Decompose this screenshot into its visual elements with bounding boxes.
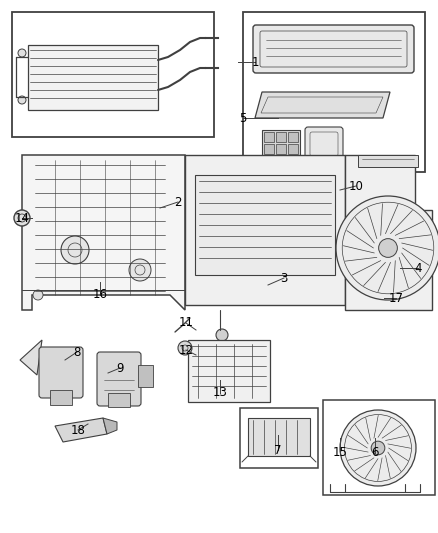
Circle shape [18, 96, 26, 104]
Polygon shape [255, 92, 390, 118]
Bar [264, 132, 274, 142]
FancyBboxPatch shape [39, 347, 83, 398]
Bar [276, 132, 286, 142]
Polygon shape [345, 155, 432, 310]
Circle shape [33, 290, 43, 300]
Circle shape [129, 259, 151, 281]
Text: 7: 7 [274, 443, 282, 456]
Circle shape [61, 236, 89, 264]
Text: 17: 17 [389, 292, 403, 304]
Text: 11: 11 [179, 317, 194, 329]
Bar [323, 400, 435, 495]
Circle shape [378, 239, 397, 257]
Bar [50, 390, 72, 405]
Text: 2: 2 [174, 196, 182, 208]
Bar [188, 340, 270, 402]
Circle shape [340, 410, 416, 486]
Bar [288, 144, 298, 154]
Circle shape [371, 441, 385, 455]
Text: 14: 14 [14, 212, 29, 224]
Bar [28, 45, 158, 110]
Polygon shape [185, 155, 345, 305]
Text: 6: 6 [371, 447, 379, 459]
Text: 12: 12 [179, 343, 194, 357]
Bar [288, 132, 298, 142]
Polygon shape [20, 340, 42, 375]
Polygon shape [55, 418, 107, 442]
Circle shape [178, 341, 192, 355]
Bar [195, 175, 335, 275]
Circle shape [336, 196, 438, 300]
Text: 16: 16 [92, 288, 107, 302]
FancyBboxPatch shape [97, 352, 141, 406]
Bar [138, 365, 153, 387]
FancyBboxPatch shape [253, 25, 414, 73]
Circle shape [14, 210, 30, 226]
Bar [262, 130, 300, 160]
Text: 13: 13 [212, 386, 227, 400]
Text: 1: 1 [251, 55, 259, 69]
Bar [248, 418, 310, 456]
Bar [12, 12, 214, 137]
Bar [108, 393, 130, 407]
Bar [240, 408, 318, 468]
Polygon shape [22, 155, 185, 310]
Text: 8: 8 [73, 345, 81, 359]
Text: 5: 5 [239, 111, 247, 125]
Bar [276, 144, 286, 154]
Bar [264, 144, 274, 154]
Bar [358, 155, 418, 167]
Text: 18: 18 [71, 424, 85, 437]
Polygon shape [103, 418, 117, 434]
Bar [243, 12, 425, 172]
Text: 9: 9 [116, 361, 124, 375]
FancyBboxPatch shape [305, 127, 343, 161]
Circle shape [18, 49, 26, 57]
Circle shape [216, 329, 228, 341]
Text: 10: 10 [349, 180, 364, 192]
Text: 15: 15 [332, 447, 347, 459]
Text: 3: 3 [280, 271, 288, 285]
Text: 4: 4 [414, 262, 422, 274]
